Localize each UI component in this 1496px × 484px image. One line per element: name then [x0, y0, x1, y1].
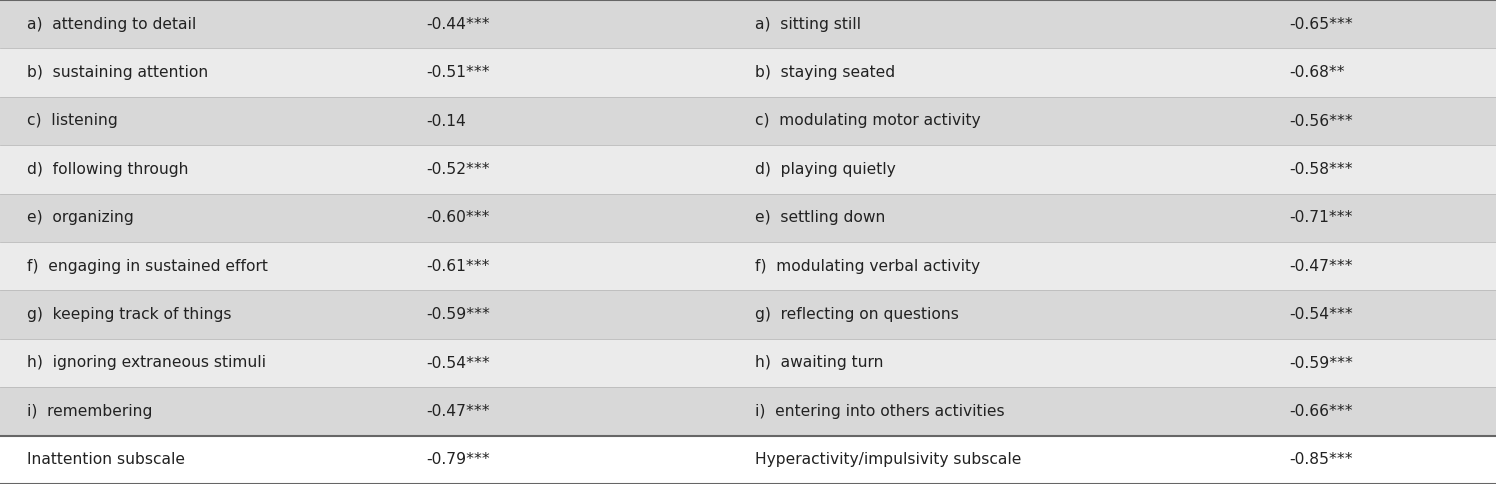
Bar: [0, 97, 1496, 145]
Text: g)  keeping track of things: g) keeping track of things: [27, 307, 232, 322]
Text: -0.44***: -0.44***: [426, 17, 491, 31]
Text: Hyperactivity/impulsivity subscale: Hyperactivity/impulsivity subscale: [755, 453, 1022, 467]
Text: -0.14: -0.14: [426, 114, 467, 128]
Bar: [0, 436, 1496, 484]
Text: -0.60***: -0.60***: [426, 211, 489, 225]
Text: -0.47***: -0.47***: [1290, 259, 1354, 273]
Text: d)  following through: d) following through: [27, 162, 188, 177]
Text: -0.61***: -0.61***: [426, 259, 489, 273]
Bar: [0, 194, 1496, 242]
Text: -0.71***: -0.71***: [1290, 211, 1352, 225]
Text: -0.54***: -0.54***: [1290, 307, 1354, 322]
Text: -0.59***: -0.59***: [426, 307, 491, 322]
Text: -0.65***: -0.65***: [1290, 17, 1354, 31]
Text: -0.59***: -0.59***: [1290, 356, 1354, 370]
Text: h)  ignoring extraneous stimuli: h) ignoring extraneous stimuli: [27, 356, 266, 370]
Text: -0.58***: -0.58***: [1290, 162, 1354, 177]
Text: i)  entering into others activities: i) entering into others activities: [755, 404, 1005, 419]
Text: f)  modulating verbal activity: f) modulating verbal activity: [755, 259, 980, 273]
Text: -0.68**: -0.68**: [1290, 65, 1345, 80]
Text: c)  modulating motor activity: c) modulating motor activity: [755, 114, 981, 128]
Text: -0.51***: -0.51***: [426, 65, 491, 80]
Bar: [0, 290, 1496, 339]
Bar: [0, 0, 1496, 48]
Text: f)  engaging in sustained effort: f) engaging in sustained effort: [27, 259, 268, 273]
Text: b)  sustaining attention: b) sustaining attention: [27, 65, 208, 80]
Bar: [0, 339, 1496, 387]
Bar: [0, 387, 1496, 436]
Text: a)  sitting still: a) sitting still: [755, 17, 862, 31]
Text: -0.56***: -0.56***: [1290, 114, 1354, 128]
Text: -0.85***: -0.85***: [1290, 453, 1354, 467]
Text: e)  organizing: e) organizing: [27, 211, 133, 225]
Text: i)  remembering: i) remembering: [27, 404, 153, 419]
Text: -0.66***: -0.66***: [1290, 404, 1354, 419]
Bar: [0, 48, 1496, 97]
Text: h)  awaiting turn: h) awaiting turn: [755, 356, 884, 370]
Text: e)  settling down: e) settling down: [755, 211, 886, 225]
Text: Inattention subscale: Inattention subscale: [27, 453, 186, 467]
Text: -0.79***: -0.79***: [426, 453, 491, 467]
Text: a)  attending to detail: a) attending to detail: [27, 17, 196, 31]
Text: d)  playing quietly: d) playing quietly: [755, 162, 896, 177]
Bar: [0, 242, 1496, 290]
Text: b)  staying seated: b) staying seated: [755, 65, 896, 80]
Text: -0.54***: -0.54***: [426, 356, 491, 370]
Text: -0.52***: -0.52***: [426, 162, 491, 177]
Text: g)  reflecting on questions: g) reflecting on questions: [755, 307, 959, 322]
Text: c)  listening: c) listening: [27, 114, 118, 128]
Bar: [0, 145, 1496, 194]
Text: -0.47***: -0.47***: [426, 404, 491, 419]
